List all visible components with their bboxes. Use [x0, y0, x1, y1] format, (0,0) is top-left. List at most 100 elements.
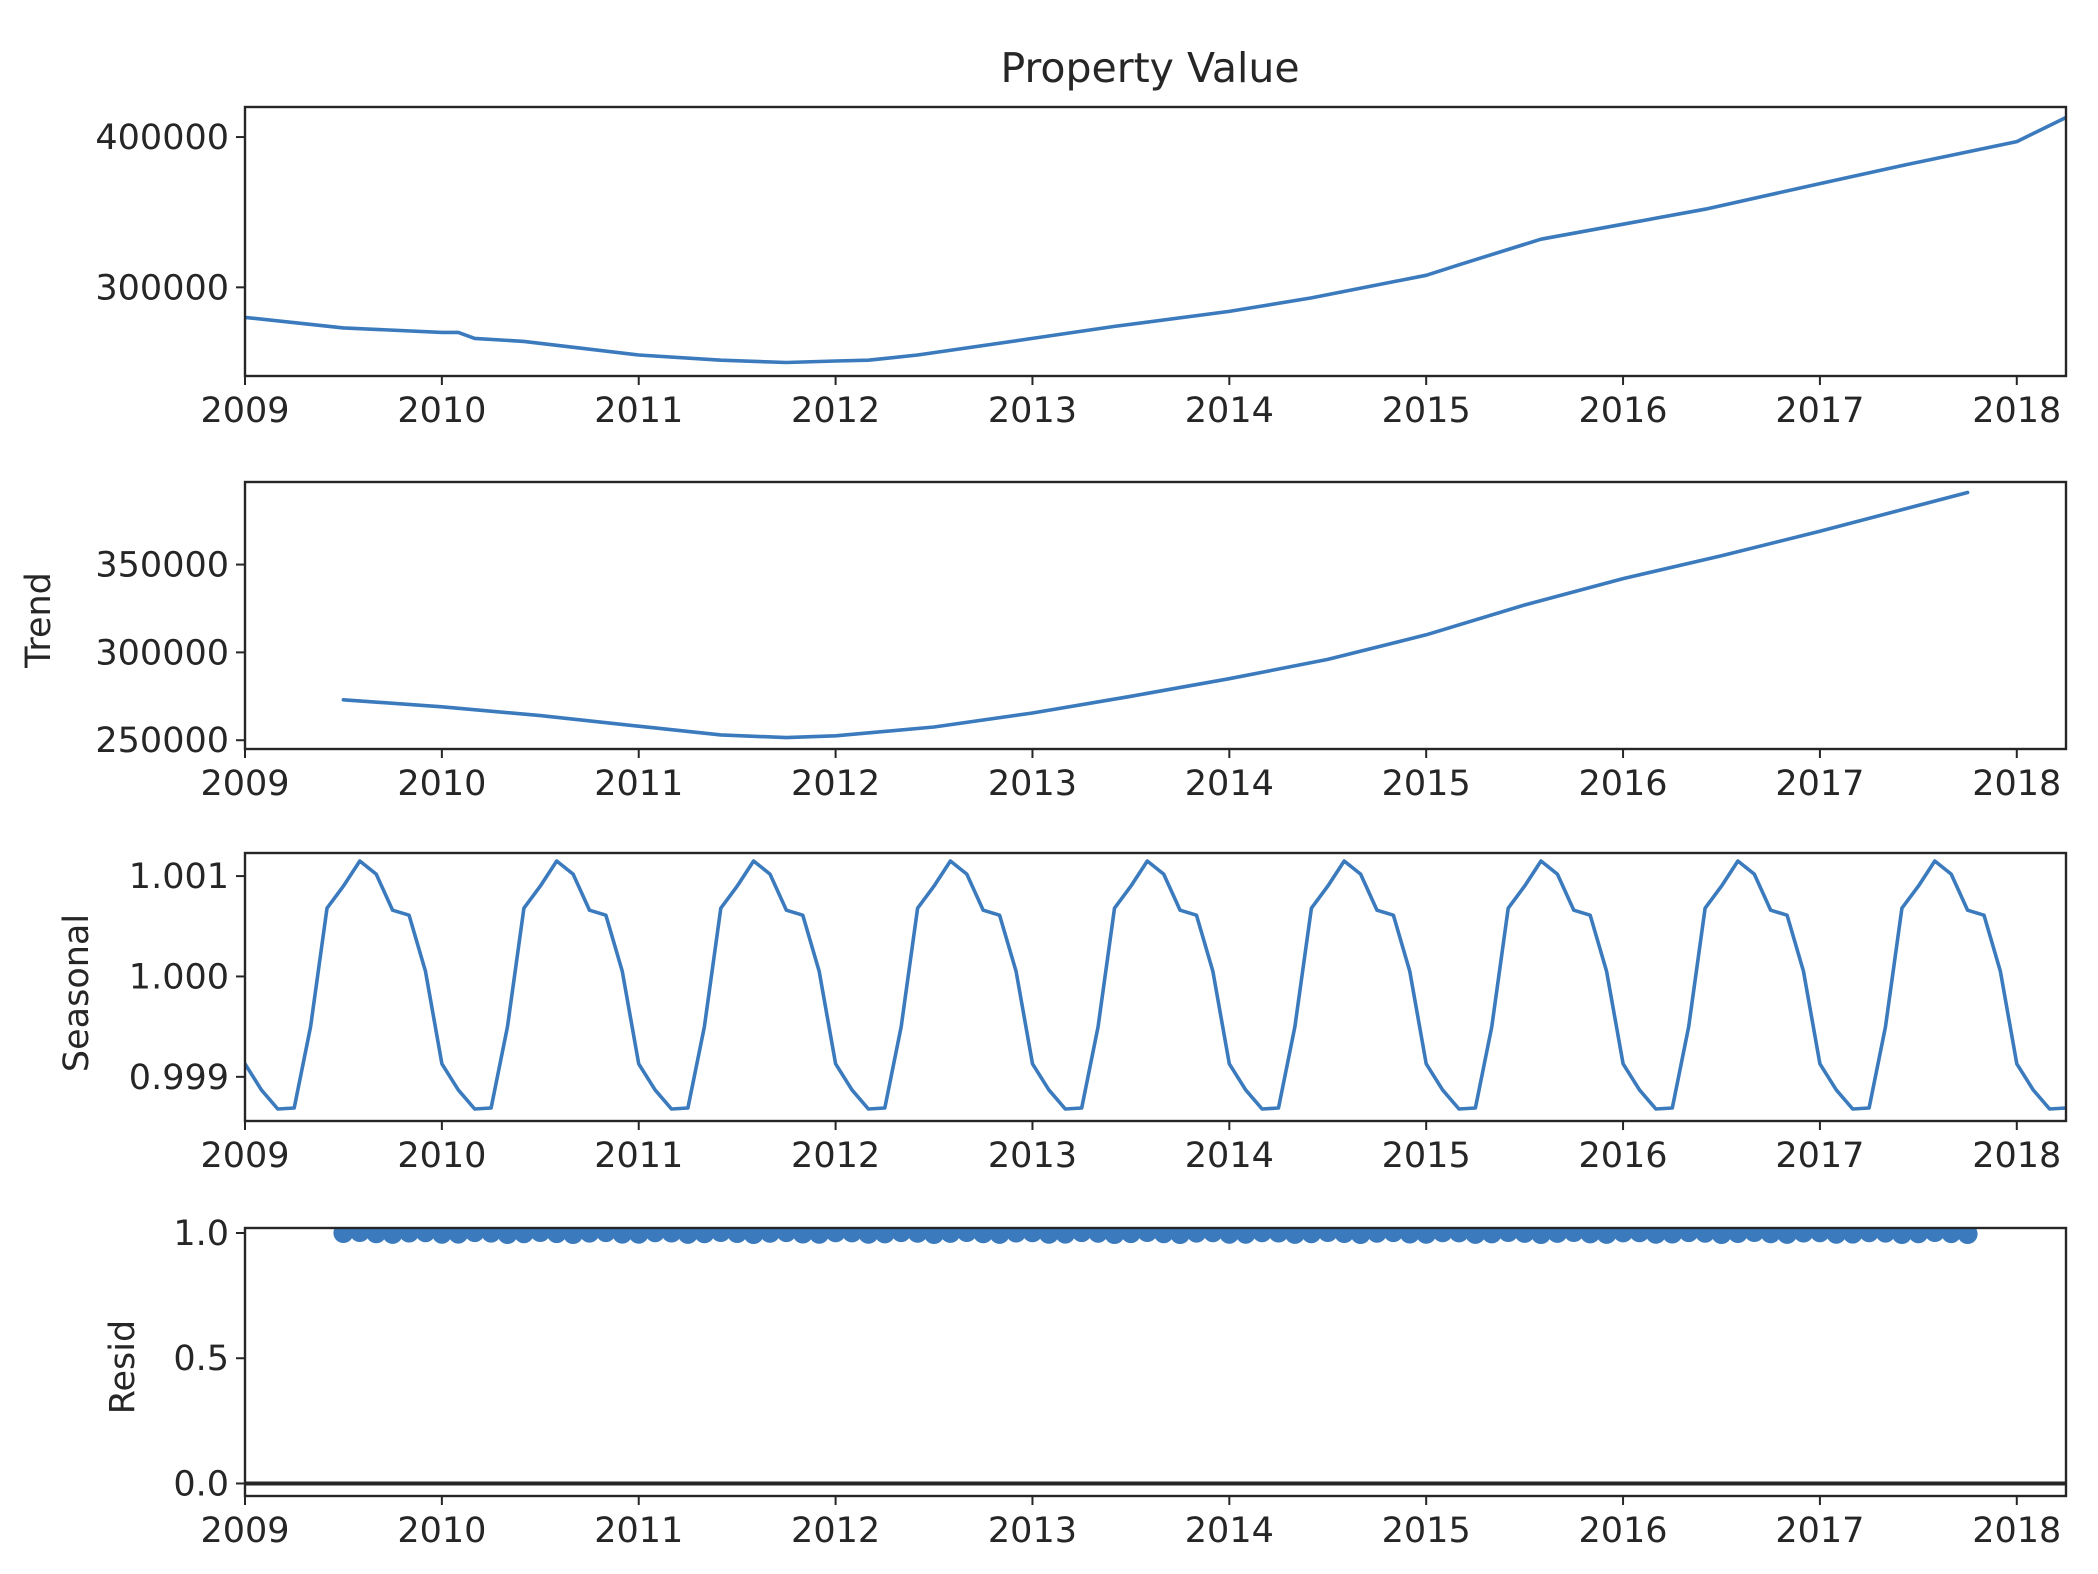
- x-tick-label: 2011: [594, 1136, 683, 1176]
- resid-point: [1777, 1228, 1798, 1244]
- trend-plot-area: [341, 490, 1970, 740]
- resid-point: [1875, 1228, 1896, 1243]
- resid-point: [1383, 1228, 1404, 1243]
- x-tick-label: 2013: [988, 391, 1077, 431]
- resid-point: [973, 1228, 994, 1244]
- x-tick-label: 2011: [594, 1511, 683, 1551]
- resid-point: [1531, 1228, 1551, 1244]
- resid-point: [825, 1228, 846, 1243]
- resid-point: [1088, 1228, 1109, 1243]
- resid-point: [1662, 1228, 1683, 1244]
- resid-point: [399, 1228, 420, 1243]
- resid-point: [907, 1228, 928, 1243]
- resid-point: [1153, 1228, 1174, 1244]
- resid-point: [1744, 1228, 1765, 1242]
- resid-point: [1465, 1228, 1486, 1244]
- x-tick-label: 2009: [200, 1511, 289, 1551]
- resid-point: [1399, 1228, 1420, 1244]
- resid-point: [497, 1228, 518, 1244]
- x-tick-label: 2017: [1775, 391, 1864, 431]
- resid-point: [1924, 1228, 1945, 1242]
- resid-point: [481, 1228, 502, 1243]
- resid-point: [1563, 1228, 1584, 1242]
- resid-point: [1760, 1228, 1781, 1244]
- y-tick-label: 0.5: [173, 1339, 229, 1379]
- x-tick-label: 2012: [791, 1511, 880, 1551]
- resid-point: [940, 1228, 961, 1243]
- x-tick-label: 2014: [1185, 1136, 1274, 1176]
- resid-point: [1481, 1228, 1502, 1244]
- resid-point: [1120, 1228, 1141, 1244]
- x-tick-label: 2009: [200, 764, 289, 804]
- x-tick-label: 2017: [1775, 1136, 1864, 1176]
- x-tick-label: 2011: [594, 764, 683, 804]
- y-tick-label: 1.001: [129, 857, 229, 897]
- resid-point: [1367, 1228, 1387, 1243]
- y-tick-label: 1.0: [173, 1214, 229, 1254]
- resid-point: [612, 1228, 633, 1244]
- x-tick-label: 2014: [1185, 1511, 1274, 1551]
- trend-line: [341, 490, 1970, 740]
- resid-point: [1006, 1228, 1027, 1243]
- resid-point: [1727, 1228, 1748, 1243]
- resid-point: [743, 1228, 764, 1244]
- x-tick-label: 2013: [988, 1136, 1077, 1176]
- resid-point: [1498, 1228, 1519, 1242]
- resid-point: [677, 1228, 698, 1244]
- seasonal-line: [245, 859, 2066, 1111]
- resid-point: [661, 1228, 682, 1243]
- observed-axes-frame: [243, 105, 2068, 378]
- x-tick-label: 2015: [1382, 1136, 1471, 1176]
- x-tick-label: 2015: [1382, 764, 1471, 804]
- resid-point: [464, 1228, 485, 1243]
- resid-point: [776, 1228, 797, 1243]
- x-tick-label: 2017: [1775, 1511, 1864, 1551]
- x-tick-label: 2018: [1972, 764, 2061, 804]
- resid-point: [792, 1228, 813, 1244]
- resid-point: [694, 1228, 715, 1244]
- y-tick-label: 1.000: [129, 957, 229, 997]
- x-tick-label: 2015: [1382, 391, 1471, 431]
- seasonal-ylabel: Seasonal: [57, 914, 97, 1072]
- y-tick-label: 400000: [95, 118, 229, 158]
- resid-point: [809, 1228, 830, 1244]
- resid-point: [431, 1228, 452, 1244]
- x-tick-label: 2018: [1972, 1136, 2061, 1176]
- resid-point: [1334, 1228, 1355, 1243]
- seasonal-plot-area: [245, 859, 2066, 1111]
- resid-point: [1613, 1228, 1634, 1243]
- resid-point: [1022, 1228, 1043, 1243]
- resid-point: [595, 1228, 616, 1243]
- resid-point: [1580, 1228, 1601, 1244]
- resid-point: [874, 1228, 895, 1244]
- x-tick-label: 2013: [988, 764, 1077, 804]
- y-tick-label: 350000: [95, 546, 229, 586]
- resid-point: [1859, 1228, 1880, 1243]
- observed-line: [245, 115, 2066, 365]
- x-tick-label: 2012: [791, 391, 880, 431]
- resid-point: [1186, 1228, 1207, 1243]
- resid-point: [1908, 1228, 1929, 1244]
- resid-point: [1891, 1228, 1912, 1244]
- resid-point: [1596, 1228, 1617, 1244]
- x-tick-label: 2010: [397, 764, 486, 804]
- figure-title: Property Value: [1000, 44, 1299, 92]
- trend-axes-frame: [243, 480, 2068, 751]
- x-tick-label: 2011: [594, 391, 683, 431]
- x-tick-label: 2016: [1579, 1136, 1668, 1176]
- resid-point: [349, 1228, 370, 1242]
- resid-plot-area: [245, 1228, 2066, 1486]
- resid-point: [1137, 1228, 1158, 1242]
- resid-point: [1629, 1228, 1650, 1243]
- resid-point: [579, 1228, 600, 1243]
- resid-point: [415, 1228, 436, 1243]
- trend-panel: Trend 2009 2010 2011 2012 2013 2014 2015 2016 20…: [19, 480, 2068, 804]
- x-tick-label: 2012: [791, 764, 880, 804]
- resid-point: [1038, 1228, 1059, 1244]
- x-tick-label: 2016: [1579, 764, 1668, 804]
- resid-point: [989, 1228, 1010, 1244]
- resid-point: [1235, 1228, 1256, 1244]
- resid-point: [1449, 1228, 1469, 1243]
- resid-point: [366, 1228, 387, 1244]
- resid-point: [1252, 1228, 1273, 1243]
